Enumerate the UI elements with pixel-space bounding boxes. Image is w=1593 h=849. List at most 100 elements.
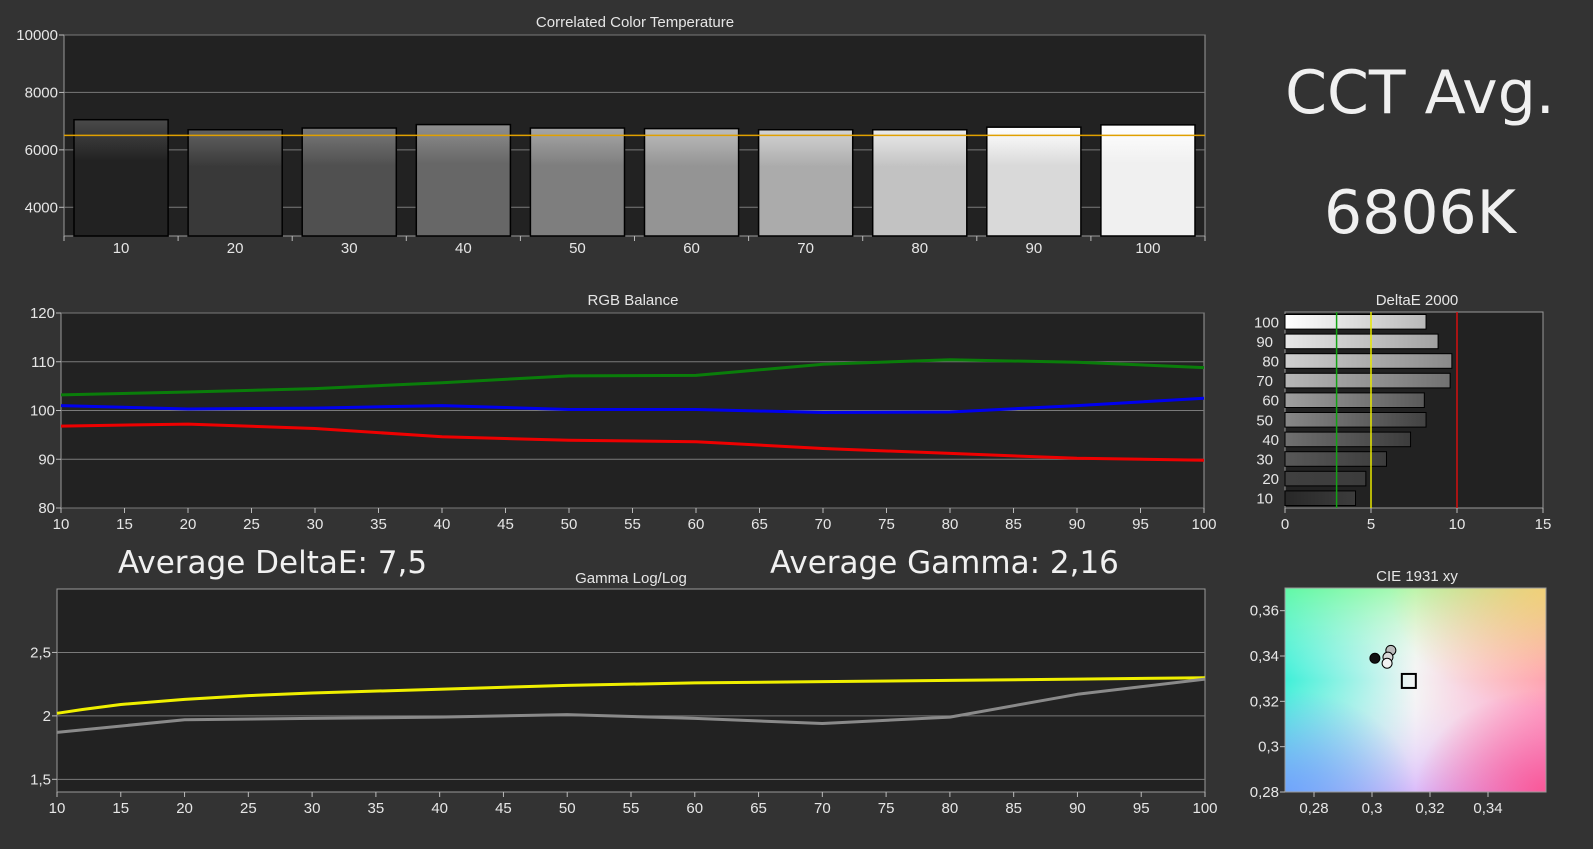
rgb-ytick-label: 90 [38, 451, 55, 468]
gamma-chart: 1,5 2 2,5 10 15 20 25 30 35 40 45 50 55 60 65 70 75 80 85 9… [30, 588, 1218, 817]
cct-avg-value: 6806K [1323, 178, 1517, 248]
rgb-series-line [60, 396, 1205, 414]
deltae-bar [1284, 412, 1427, 428]
cct-bar [757, 129, 854, 237]
deltae-ytick-label: 60 [1262, 393, 1279, 410]
cct-xtick-label: 60 [683, 240, 700, 257]
rgb-xtick-label: 25 [243, 516, 260, 533]
cct-bar [871, 129, 968, 237]
deltae-bar [1284, 353, 1453, 369]
gamma-xtick-label: 10 [49, 800, 66, 817]
average-deltae: Average DeltaE: 7,5 [118, 545, 428, 581]
rgb-xtick-label: 20 [180, 516, 197, 533]
cie-xtick-label: 0,32 [1415, 800, 1444, 817]
gamma-xtick-label: 30 [304, 800, 321, 817]
gamma-xtick-label: 60 [686, 800, 703, 817]
cie-point [1369, 652, 1381, 664]
rgb-series-line [60, 422, 1205, 462]
cct-xtick-label: 50 [569, 240, 586, 257]
deltae-ytick-label: 30 [1256, 452, 1273, 469]
cie-chart-title: CIE 1931 xy [1376, 568, 1458, 585]
rgb-xtick-label: 80 [942, 516, 959, 533]
cct-ytick-label: 10000 [16, 27, 58, 44]
deltae-xtick-label: 10 [1449, 516, 1466, 533]
rgb-xtick-label: 60 [688, 516, 705, 533]
deltae-ytick-label: 100 [1254, 314, 1279, 331]
rgb-xtick-label: 10 [53, 516, 70, 533]
cct-bar [643, 127, 740, 237]
cct-xtick-label: 10 [113, 240, 130, 257]
deltae-ytick-label: 20 [1262, 471, 1279, 488]
gamma-xtick-label: 40 [431, 800, 448, 817]
cie-ytick-label: 0,3 [1258, 739, 1279, 756]
rgb-ytick-label: 80 [38, 500, 55, 517]
rgb-ytick-label: 120 [30, 305, 55, 322]
gamma-series-line [56, 677, 1206, 734]
gamma-chart-title: Gamma Log/Log [575, 570, 687, 587]
deltae-xtick-label: 0 [1281, 516, 1289, 533]
deltae-bar [1284, 470, 1367, 487]
deltae-ytick-label: 10 [1256, 491, 1273, 508]
gamma-xtick-label: 20 [176, 800, 193, 817]
cct-chart: 4000 6000 8000 10000 10 20 30 40 50 60 70 80 90 100 [16, 27, 1206, 257]
cct-bar [73, 118, 169, 237]
rgb-xtick-label: 45 [497, 516, 514, 533]
cct-bar [986, 126, 1082, 237]
deltae-bar [1284, 392, 1425, 409]
cie-xtick-label: 0,3 [1362, 800, 1383, 817]
gamma-xtick-label: 80 [942, 800, 959, 817]
rgb-xtick-label: 50 [561, 516, 578, 533]
cct-ytick-label: 4000 [25, 199, 58, 216]
deltae-ytick-label: 40 [1262, 432, 1279, 449]
cct-bar [415, 123, 512, 237]
rgb-series-line [60, 358, 1205, 397]
gamma-series-line [56, 676, 1206, 715]
gamma-xtick-label: 90 [1069, 800, 1086, 817]
cct-ytick-label: 6000 [25, 142, 58, 159]
rgb-ytick-label: 110 [31, 354, 55, 371]
cct-chart-title: Correlated Color Temperature [535, 14, 735, 31]
cie-xtick-label: 0,28 [1299, 800, 1328, 817]
gamma-xtick-label: 55 [623, 800, 640, 817]
gamma-xtick-label: 95 [1133, 800, 1150, 817]
gamma-xtick-label: 75 [878, 800, 895, 817]
gamma-xtick-label: 70 [814, 800, 831, 817]
rgb-xtick-label: 75 [878, 516, 895, 533]
cct-xtick-label: 20 [227, 240, 244, 257]
gamma-xtick-label: 35 [368, 800, 385, 817]
cct-bar [301, 127, 398, 237]
gamma-xtick-label: 100 [1192, 800, 1217, 817]
rgb-xtick-label: 70 [815, 516, 832, 533]
rgb-xtick-label: 95 [1132, 516, 1149, 533]
cct-xtick-label: 40 [455, 240, 472, 257]
deltae-bar [1284, 431, 1412, 448]
cct-xtick-label: 80 [911, 240, 928, 257]
deltae-chart-title: DeltaE 2000 [1375, 292, 1459, 309]
cie-xtick-label: 0,34 [1473, 800, 1502, 817]
deltae-ytick-label: 70 [1256, 373, 1273, 390]
cie-ytick-label: 0,32 [1250, 693, 1279, 710]
cct-bar [1100, 124, 1196, 237]
average-gamma: Average Gamma: 2,16 [770, 545, 1119, 581]
gamma-xtick-label: 25 [240, 800, 257, 817]
deltae-ytick-label: 50 [1256, 412, 1273, 429]
deltae-bar [1284, 314, 1427, 330]
gamma-xtick-label: 65 [750, 800, 767, 817]
cie-target-square [1400, 672, 1417, 689]
cct-xtick-label: 70 [797, 240, 814, 257]
cct-bar [529, 127, 626, 237]
rgb-xtick-label: 35 [370, 516, 387, 533]
rgb-xtick-label: 55 [624, 516, 641, 533]
gamma-ytick-label: 2,5 [30, 644, 51, 661]
cie-chart: 0,28 0,3 0,32 0,34 0,36 0,28 0,3 0,32 0,34 [1250, 587, 1547, 817]
rgb-xtick-label: 65 [751, 516, 768, 533]
rgb-ytick-label: 100 [30, 403, 55, 420]
cie-ytick-label: 0,28 [1250, 784, 1279, 801]
gamma-xtick-label: 45 [495, 800, 512, 817]
gamma-plot-area [56, 588, 1206, 793]
deltae-bar [1284, 333, 1439, 350]
cie-ytick-label: 0,36 [1250, 603, 1279, 620]
gamma-xtick-label: 85 [1005, 800, 1022, 817]
deltae-xtick-label: 15 [1535, 516, 1552, 533]
